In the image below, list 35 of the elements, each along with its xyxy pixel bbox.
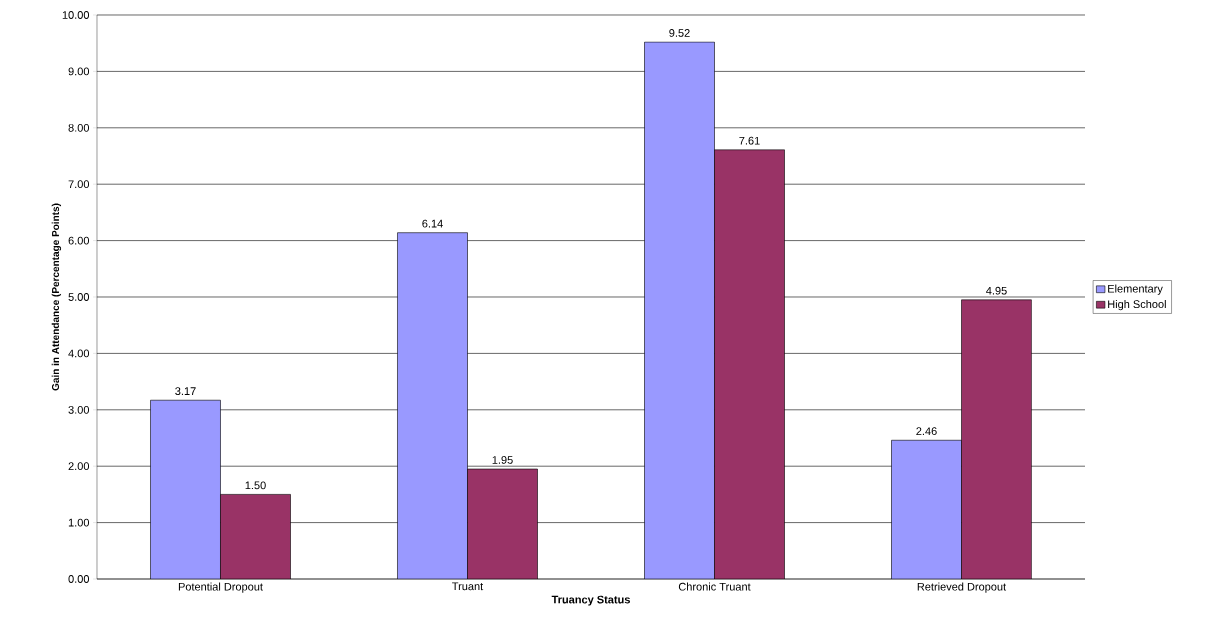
data-label: 1.50 — [245, 481, 266, 490]
x-tick-label: Retrieved Dropout — [917, 582, 1007, 593]
data-label: 1.95 — [492, 456, 513, 464]
data-label: 9.52 — [669, 29, 690, 37]
y-tick-label: 0.00 — [68, 575, 90, 583]
y-tick-label: 3.00 — [68, 405, 90, 414]
bar — [961, 299, 1032, 579]
y-tick-label: 1.00 — [68, 518, 90, 527]
x-tick-label: Chronic Truant — [678, 582, 751, 591]
data-label: 4.95 — [986, 286, 1007, 295]
bar — [397, 232, 468, 579]
y-tick-label: 9.00 — [68, 67, 90, 76]
y-tick-label: 7.00 — [68, 180, 90, 189]
y-tick-label: 5.00 — [68, 293, 90, 301]
y-tick-label: 2.00 — [68, 462, 90, 471]
legend-label: High School — [1108, 300, 1166, 311]
bar — [714, 149, 785, 579]
bar — [220, 494, 291, 579]
bar — [891, 439, 962, 579]
legend-label: Elementary — [1108, 284, 1163, 295]
data-label: 2.46 — [916, 427, 937, 436]
y-tick-label: 6.00 — [68, 236, 90, 245]
x-tick-label: Truant — [452, 582, 484, 591]
y-tick-label: 8.00 — [68, 123, 90, 132]
data-label: 6.14 — [422, 219, 443, 228]
y-tick-label: 10.00 — [62, 11, 90, 19]
bar — [150, 399, 221, 579]
y-tick-label: 4.00 — [68, 349, 90, 358]
bar — [467, 468, 538, 579]
y-axis-title: Gain in Attendance (Percentage Points) — [51, 203, 62, 391]
bar — [644, 41, 715, 579]
x-tick-label: Potential Dropout — [178, 582, 263, 593]
data-label: 3.17 — [175, 387, 196, 396]
x-axis-title: Truancy Status — [551, 595, 630, 606]
data-label: 7.61 — [739, 136, 760, 145]
